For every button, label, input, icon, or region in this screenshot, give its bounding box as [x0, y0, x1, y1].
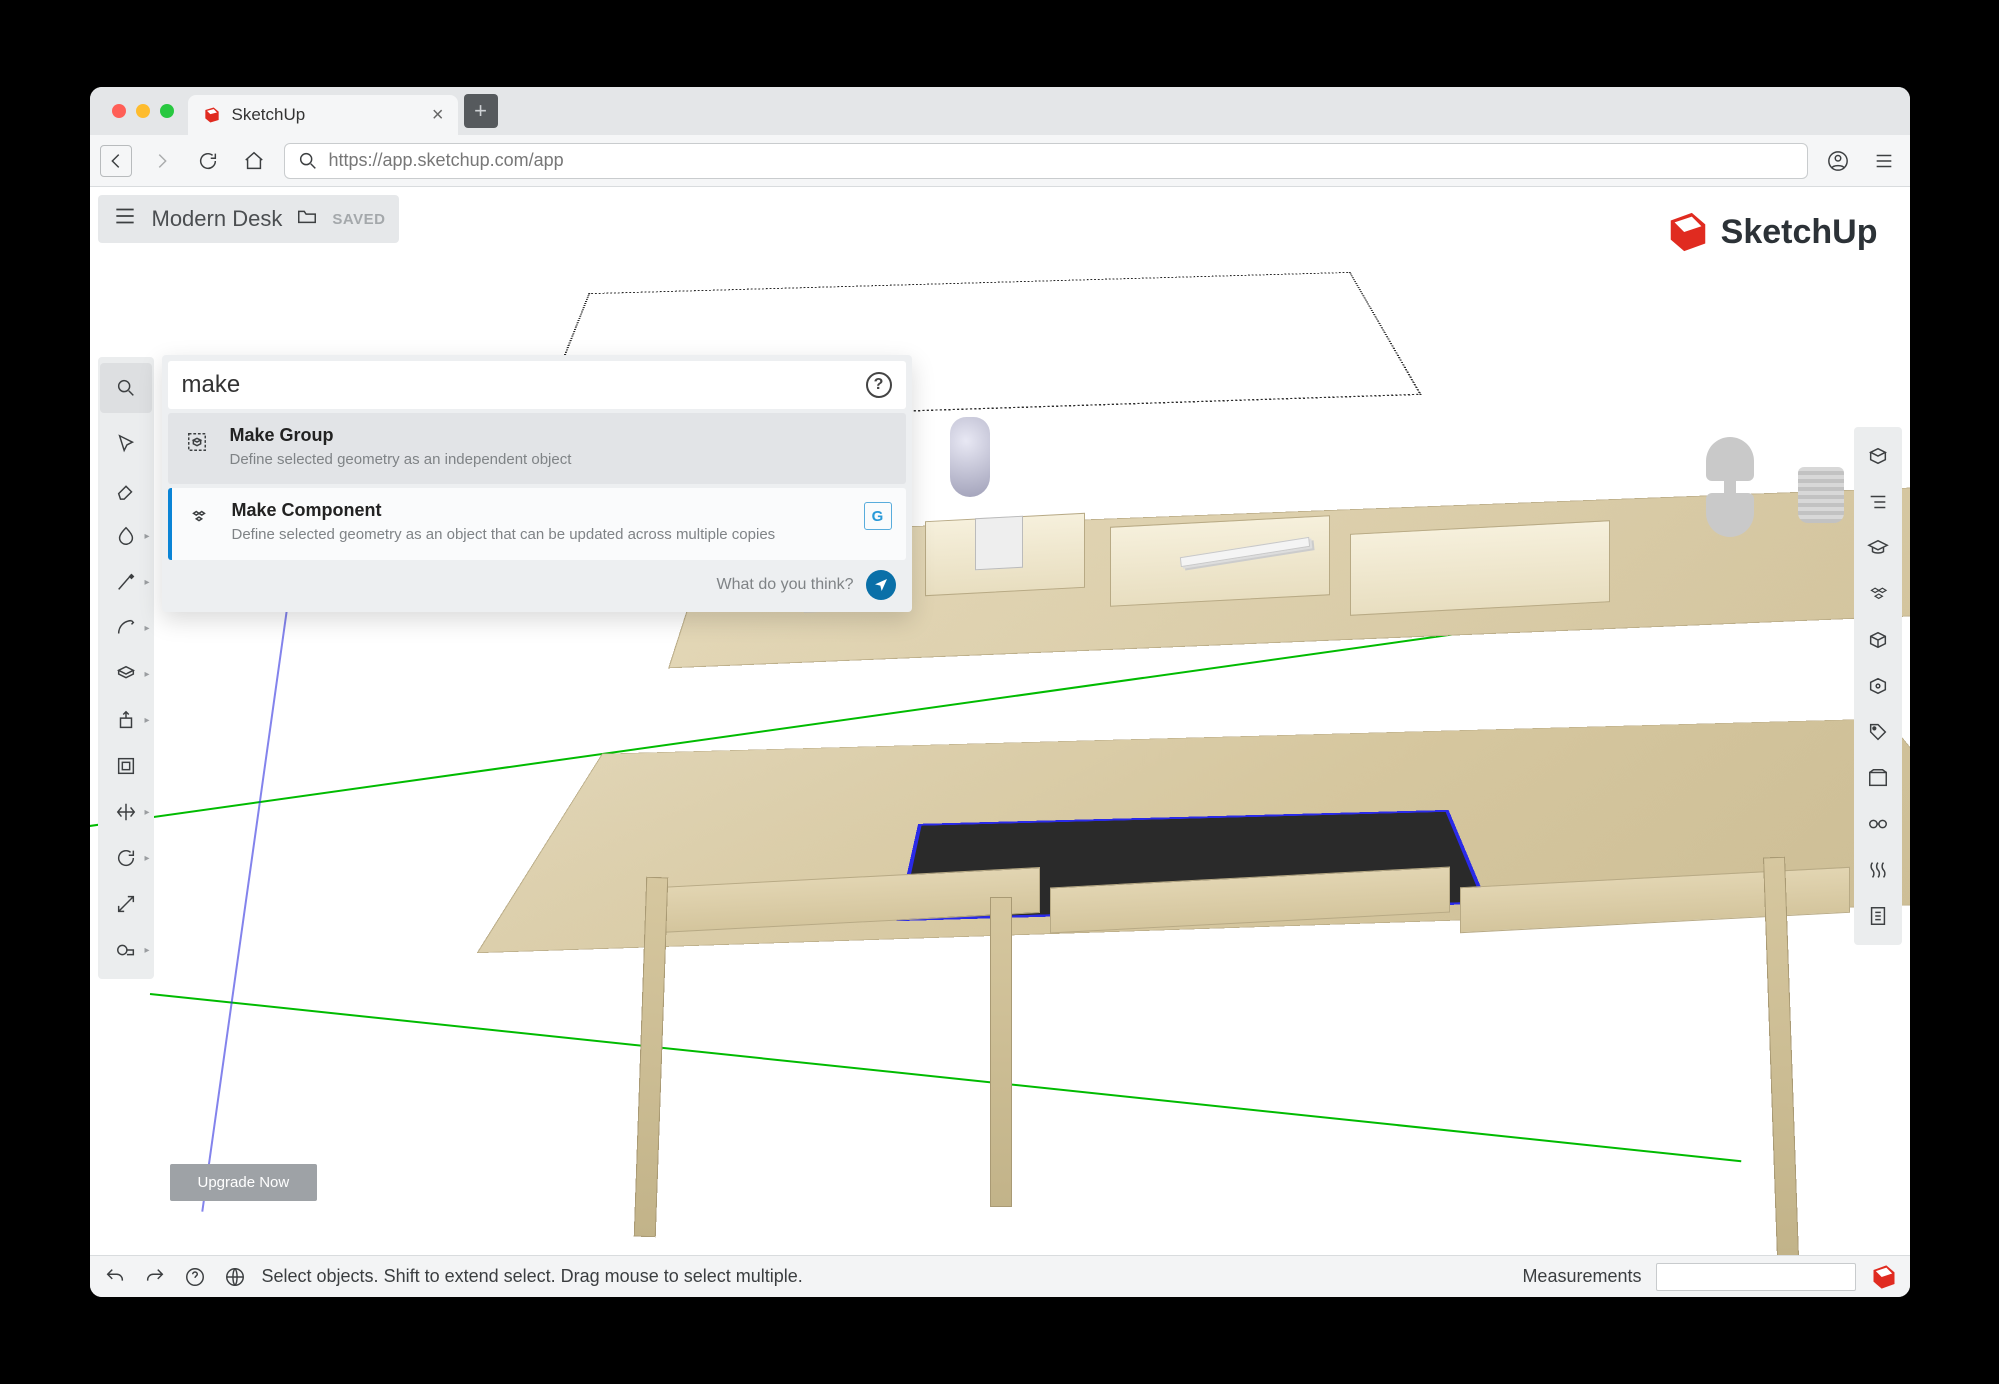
instructor-panel[interactable]: [1854, 525, 1902, 571]
status-bar: Select objects. Shift to extend select. …: [90, 1255, 1910, 1297]
menu-button[interactable]: [112, 203, 138, 236]
command-search-popover: ? Make Group Define selected geometry as…: [162, 355, 912, 612]
feedback-prompt: What do you think?: [717, 576, 854, 594]
status-hint: Select objects. Shift to extend select. …: [262, 1266, 803, 1287]
select-tool[interactable]: [98, 421, 154, 467]
component-icon: [182, 500, 216, 534]
viewport-canvas[interactable]: [90, 187, 1910, 1255]
result-desc: Define selected geometry as an object th…: [232, 525, 848, 545]
redo-button[interactable]: [142, 1264, 168, 1290]
search-icon: [297, 150, 319, 172]
upgrade-button[interactable]: Upgrade Now: [170, 1164, 318, 1201]
offset-tool[interactable]: [98, 743, 154, 789]
search-help-button[interactable]: ?: [866, 372, 892, 398]
sketchup-badge-icon: [1870, 1263, 1898, 1291]
new-tab-button[interactable]: +: [464, 94, 498, 128]
result-desc: Define selected geometry as an independe…: [230, 450, 572, 470]
maximize-window-button[interactable]: [160, 104, 174, 118]
outliner-panel[interactable]: [1854, 479, 1902, 525]
folder-icon[interactable]: [296, 205, 318, 233]
tags-panel[interactable]: [1854, 709, 1902, 755]
project-name[interactable]: Modern Desk: [152, 206, 283, 232]
command-search-input-row: ?: [168, 361, 906, 409]
back-button[interactable]: [100, 145, 132, 177]
move-tool[interactable]: ▸: [98, 789, 154, 835]
components-panel[interactable]: [1854, 571, 1902, 617]
language-button[interactable]: [222, 1264, 248, 1290]
tab-title: SketchUp: [232, 105, 306, 125]
app-area: Modern Desk SAVED SketchUp ▸ ▸ ▸ ▸ ▸ ▸ ▸: [90, 187, 1910, 1255]
axis-blue-line: [201, 518, 300, 1211]
close-tab-button[interactable]: ×: [432, 104, 444, 127]
shortcut-badge: G: [864, 502, 892, 530]
left-toolbar: ▸ ▸ ▸ ▸ ▸ ▸ ▸ ▸: [98, 357, 154, 979]
pushpull-tool[interactable]: ▸: [98, 697, 154, 743]
search-result-make-component[interactable]: Make Component Define selected geometry …: [168, 488, 906, 559]
forward-button[interactable]: [146, 145, 178, 177]
arc-tool[interactable]: ▸: [98, 605, 154, 651]
eraser-tool[interactable]: [98, 467, 154, 513]
browser-tab[interactable]: SketchUp ×: [188, 95, 458, 135]
search-result-make-group[interactable]: Make Group Define selected geometry as a…: [168, 413, 906, 484]
line-tool[interactable]: ▸: [98, 559, 154, 605]
prop-hourglass: [1700, 437, 1760, 537]
entity-info-panel[interactable]: [1854, 433, 1902, 479]
tab-strip: SketchUp × +: [90, 87, 1910, 135]
group-icon: [180, 425, 214, 459]
result-title: Make Group: [230, 425, 572, 446]
toolbar-search-button[interactable]: [100, 363, 152, 413]
close-window-button[interactable]: [112, 104, 126, 118]
browser-menu-button[interactable]: [1868, 145, 1900, 177]
prop-vase: [950, 417, 990, 497]
undo-button[interactable]: [102, 1264, 128, 1290]
app-logo: SketchUp: [1665, 209, 1878, 255]
result-title: Make Component: [232, 500, 848, 521]
right-toolbar: [1854, 427, 1902, 945]
minimize-window-button[interactable]: [136, 104, 150, 118]
paint-tool[interactable]: ▸: [98, 513, 154, 559]
scenes-panel[interactable]: [1854, 755, 1902, 801]
measurements-input[interactable]: [1656, 1263, 1856, 1291]
url-bar[interactable]: https://app.sketchup.com/app: [284, 143, 1808, 179]
display-panel[interactable]: [1854, 801, 1902, 847]
measurements-label: Measurements: [1522, 1266, 1641, 1287]
rectangle-tool[interactable]: ▸: [98, 651, 154, 697]
prop-box: [975, 516, 1023, 571]
window-controls: [98, 104, 188, 118]
app-logo-text: SketchUp: [1721, 213, 1878, 252]
materials-panel[interactable]: [1854, 617, 1902, 663]
url-text: https://app.sketchup.com/app: [329, 150, 564, 171]
scale-tool[interactable]: [98, 881, 154, 927]
save-status: SAVED: [332, 211, 385, 228]
sketchup-favicon: [202, 105, 222, 125]
sketchup-logo-icon: [1665, 209, 1711, 255]
browser-window: SketchUp × + https://app.sketchup.com/ap…: [90, 87, 1910, 1297]
rotate-tool[interactable]: ▸: [98, 835, 154, 881]
styles-panel[interactable]: [1854, 663, 1902, 709]
soften-panel[interactable]: [1854, 847, 1902, 893]
browser-nav-bar: https://app.sketchup.com/app: [90, 135, 1910, 187]
help-button[interactable]: [182, 1264, 208, 1290]
feedback-row: What do you think?: [168, 560, 906, 606]
tape-tool[interactable]: ▸: [98, 927, 154, 973]
model-info-panel[interactable]: [1854, 893, 1902, 939]
command-search-input[interactable]: [182, 371, 854, 399]
reload-button[interactable]: [192, 145, 224, 177]
home-button[interactable]: [238, 145, 270, 177]
app-topbar: Modern Desk SAVED: [98, 195, 400, 243]
feedback-button[interactable]: [866, 570, 896, 600]
account-button[interactable]: [1822, 145, 1854, 177]
